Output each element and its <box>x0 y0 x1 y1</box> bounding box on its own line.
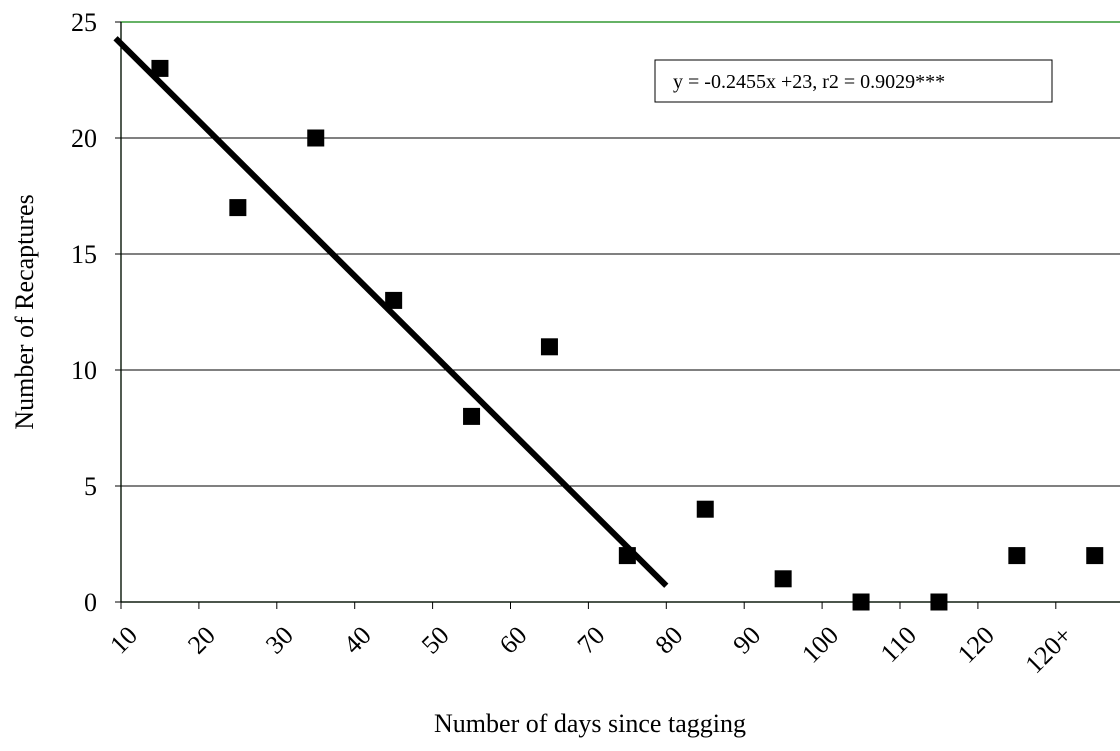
x-tick-label: 40 <box>338 621 377 660</box>
y-tick-label: 0 <box>84 588 97 617</box>
x-tick-label: 70 <box>572 621 611 660</box>
data-point <box>1086 547 1104 565</box>
x-tick-label: 100 <box>796 621 844 669</box>
plot-area <box>120 21 1120 603</box>
data-point <box>1008 547 1026 565</box>
data-point <box>307 129 325 147</box>
y-tick-labels: 0 5 10 15 20 25 <box>71 8 97 617</box>
equation-box-frame <box>654 59 1053 103</box>
data-point <box>229 199 247 217</box>
data-point <box>696 500 714 518</box>
y-tick-label: 15 <box>71 240 97 269</box>
x-tick-label: 50 <box>416 621 455 660</box>
equation-box: y = -0.2455x +23, r2 = 0.9029*** <box>654 59 1053 103</box>
x-tick-label: 110 <box>875 621 922 668</box>
x-tick-label: 80 <box>650 621 689 660</box>
data-points <box>151 59 1104 611</box>
x-tick-label: 30 <box>260 621 299 660</box>
x-tick-label: 90 <box>727 621 766 660</box>
x-tick-label: 120 <box>952 621 1000 669</box>
data-point <box>852 593 870 611</box>
y-tick-label: 25 <box>71 8 97 37</box>
y-tick-label: 20 <box>71 124 97 153</box>
trendline-group <box>113 36 669 588</box>
data-point <box>463 407 481 425</box>
x-tick-labels: 10 20 30 40 50 60 70 80 90 100 110 120 120+ <box>104 621 1078 679</box>
data-point <box>151 59 169 77</box>
x-tick-label: 10 <box>104 621 143 660</box>
x-tick-label: 120+ <box>1019 621 1077 679</box>
y-tick-label: 5 <box>84 472 97 501</box>
data-point <box>540 338 558 356</box>
data-point <box>774 570 792 588</box>
data-point <box>618 547 636 565</box>
axes <box>115 21 1120 609</box>
data-point <box>930 593 948 611</box>
y-tick-label: 10 <box>71 356 97 385</box>
data-point <box>385 291 403 309</box>
trendline <box>113 36 669 588</box>
trendline-equation: y = -0.2455x +23, r2 = 0.9029*** <box>673 71 945 93</box>
x-axis-title: Number of days since tagging <box>434 709 746 738</box>
x-tick-label: 60 <box>494 621 533 660</box>
x-tick-label: 20 <box>182 621 221 660</box>
y-axis-title: Number of Recaptures <box>10 194 39 429</box>
